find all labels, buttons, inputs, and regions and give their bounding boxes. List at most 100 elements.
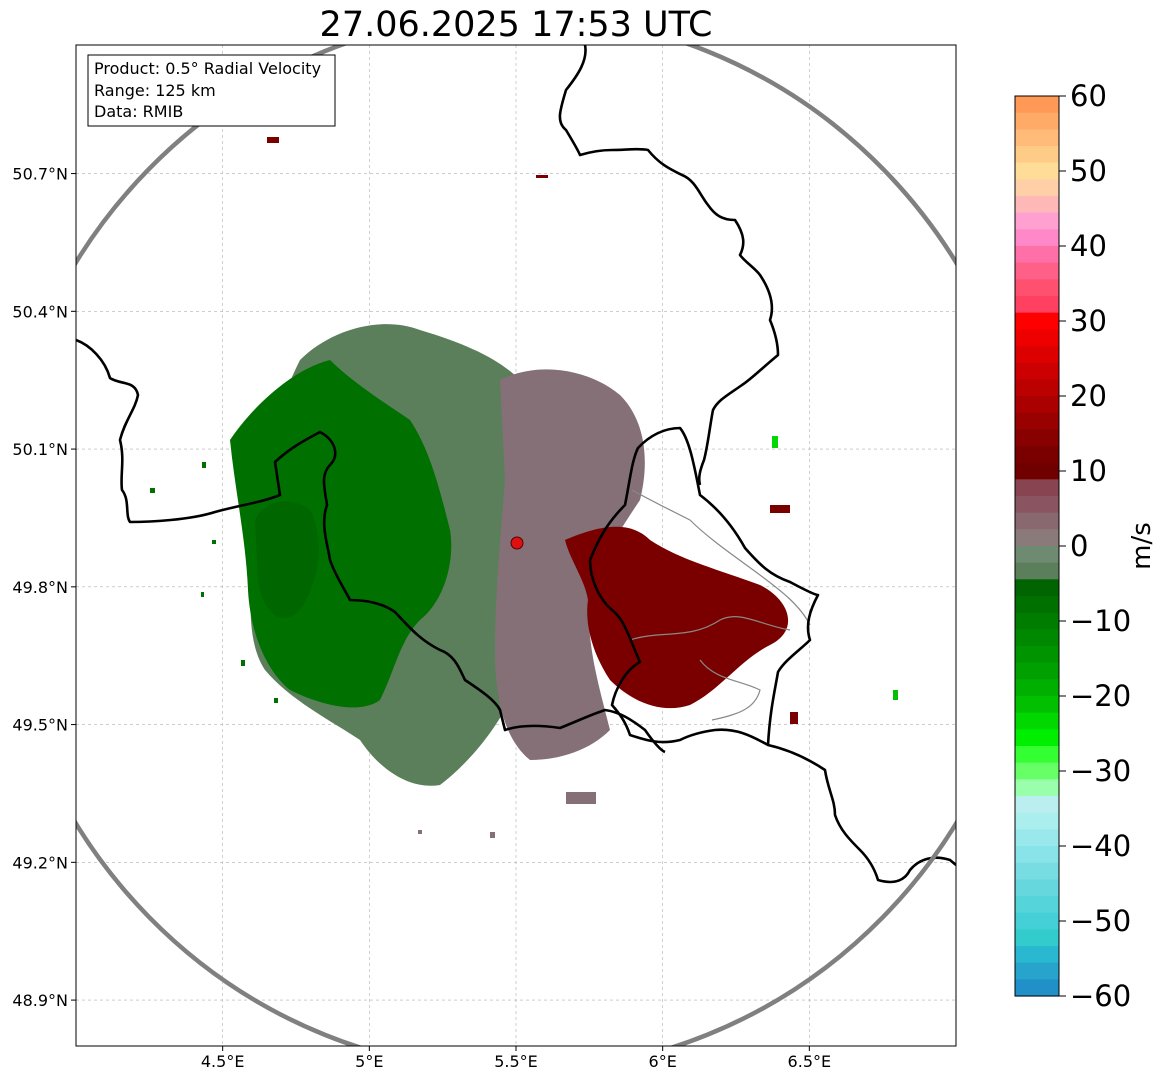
radar-site-marker: [510, 536, 524, 550]
colorbar-band: [1015, 612, 1059, 630]
colorbar-band: [1015, 912, 1059, 930]
y-tick-label: 50.1°N: [12, 440, 68, 459]
colorbar-band: [1015, 146, 1059, 164]
colorbar-band: [1015, 296, 1059, 314]
colorbar-band: [1015, 379, 1059, 397]
colorbar-band: [1015, 362, 1059, 380]
colorbar-band: [1015, 979, 1059, 997]
colorbar-band: [1015, 212, 1059, 230]
y-tick-label: 49.2°N: [12, 853, 68, 872]
colorbar-band: [1015, 246, 1059, 264]
colorbar-band: [1015, 346, 1059, 364]
echo-outbound-area: [565, 526, 789, 709]
colorbar-band: [1015, 662, 1059, 680]
colorbar-band: [1015, 646, 1059, 664]
colorbar-tick-label: 0: [1070, 529, 1088, 563]
echo-near-zero-area: [495, 369, 645, 760]
colorbar-band: [1015, 496, 1059, 514]
x-tick-label: 5.5°E: [494, 1052, 538, 1071]
colorbar-band: [1015, 946, 1059, 964]
colorbar-band: [1015, 746, 1059, 764]
colorbar-band: [1015, 129, 1059, 147]
colorbar-band: [1015, 679, 1059, 697]
x-tick-label: 6.5°E: [788, 1052, 832, 1071]
border-luxembourg: [588, 426, 820, 747]
echo-strong-inbound-area: [230, 360, 452, 708]
x-tick-label: 4.5°E: [201, 1052, 245, 1071]
info-range: Range: 125 km: [94, 81, 216, 100]
colorbar-tick-label: −10: [1070, 604, 1131, 638]
colorbar-band: [1015, 829, 1059, 847]
map-area: [76, 45, 956, 1046]
colorbar-band: [1015, 962, 1059, 980]
colorbar-tick-label: −40: [1070, 829, 1131, 863]
border-germany-france-ne: [767, 743, 956, 884]
colorbar-tick-label: −50: [1070, 904, 1131, 938]
colorbar-band: [1015, 196, 1059, 214]
colorbar-tick-label: −60: [1070, 979, 1131, 1013]
colorbar-band: [1015, 112, 1059, 130]
colorbar-band: [1015, 579, 1059, 597]
colorbar-band: [1015, 762, 1059, 780]
info-product: Product: 0.5° Radial Velocity: [94, 59, 321, 78]
colorbar-band: [1015, 479, 1059, 497]
x-tick-label: 6°E: [649, 1052, 677, 1071]
colorbar-band: [1015, 562, 1059, 580]
colorbar-band: [1015, 162, 1059, 180]
colorbar-tick-label: 20: [1070, 379, 1107, 413]
colorbar-band: [1015, 546, 1059, 564]
colorbar-band: [1015, 862, 1059, 880]
colorbar-ticks: 60 50 40 30 20 10 0 −10 −20 −30 −40 −50 −60: [1059, 79, 1131, 1013]
province-borders: [629, 489, 811, 721]
colorbar-band: [1015, 312, 1059, 330]
colorbar-band: [1015, 896, 1059, 914]
colorbar: 60 50 40 30 20 10 0 −10 −20 −30 −40 −50 −60 m/s: [1014, 79, 1157, 1013]
colorbar-band: [1015, 412, 1059, 430]
colorbar-tick-label: 10: [1070, 454, 1107, 488]
colorbar-band: [1015, 846, 1059, 864]
colorbar-band: [1015, 396, 1059, 414]
colorbar-tick-label: 30: [1070, 304, 1107, 338]
y-axis-ticks: 50.7°N 50.4°N 50.1°N 49.8°N 49.5°N 49.2°N 48.9…: [12, 165, 76, 1010]
colorbar-band: [1015, 529, 1059, 547]
colorbar-tick-label: 40: [1070, 229, 1107, 263]
colorbar-tick-label: 50: [1070, 154, 1107, 188]
colorbar-band: [1015, 262, 1059, 280]
border-belgium-france-west: [76, 338, 666, 754]
colorbar-band: [1015, 629, 1059, 647]
colorbar-band: [1015, 96, 1059, 114]
y-tick-label: 50.7°N: [12, 165, 68, 184]
y-tick-label: 48.9°N: [12, 991, 68, 1010]
colorbar-band: [1015, 879, 1059, 897]
colorbar-tick-label: −30: [1070, 754, 1131, 788]
colorbar-band: [1015, 329, 1059, 347]
y-tick-label: 49.5°N: [12, 716, 68, 735]
colorbar-band: [1015, 812, 1059, 830]
colorbar-band: [1015, 512, 1059, 530]
x-tick-label: 5°E: [355, 1052, 383, 1071]
colorbar-band: [1015, 229, 1059, 247]
colorbar-band: [1015, 729, 1059, 747]
country-borders: [76, 45, 956, 884]
colorbar-band: [1015, 929, 1059, 947]
y-tick-label: 50.4°N: [12, 302, 68, 321]
info-data-source: Data: RMIB: [94, 102, 183, 121]
velocity-echoes: [150, 137, 898, 838]
colorbar-band: [1015, 279, 1059, 297]
colorbar-band: [1015, 779, 1059, 797]
colorbar-band: [1015, 462, 1059, 480]
x-axis-ticks: 4.5°E 5°E 5.5°E 6°E 6.5°E: [201, 1046, 831, 1071]
colorbar-band: [1015, 696, 1059, 714]
colorbar-band: [1015, 446, 1059, 464]
y-tick-label: 49.8°N: [12, 578, 68, 597]
colorbar-band: [1015, 429, 1059, 447]
colorbar-band: [1015, 796, 1059, 814]
colorbar-tick-label: −20: [1070, 679, 1131, 713]
colorbar-band: [1015, 596, 1059, 614]
colorbar-band: [1015, 179, 1059, 197]
colorbar-band: [1015, 712, 1059, 730]
colorbar-tick-label: 60: [1070, 79, 1107, 113]
border-germany-belgium-east: [558, 45, 780, 486]
colorbar-unit-label: m/s: [1127, 522, 1157, 570]
info-box: Product: 0.5° Radial Velocity Range: 125…: [87, 54, 336, 127]
